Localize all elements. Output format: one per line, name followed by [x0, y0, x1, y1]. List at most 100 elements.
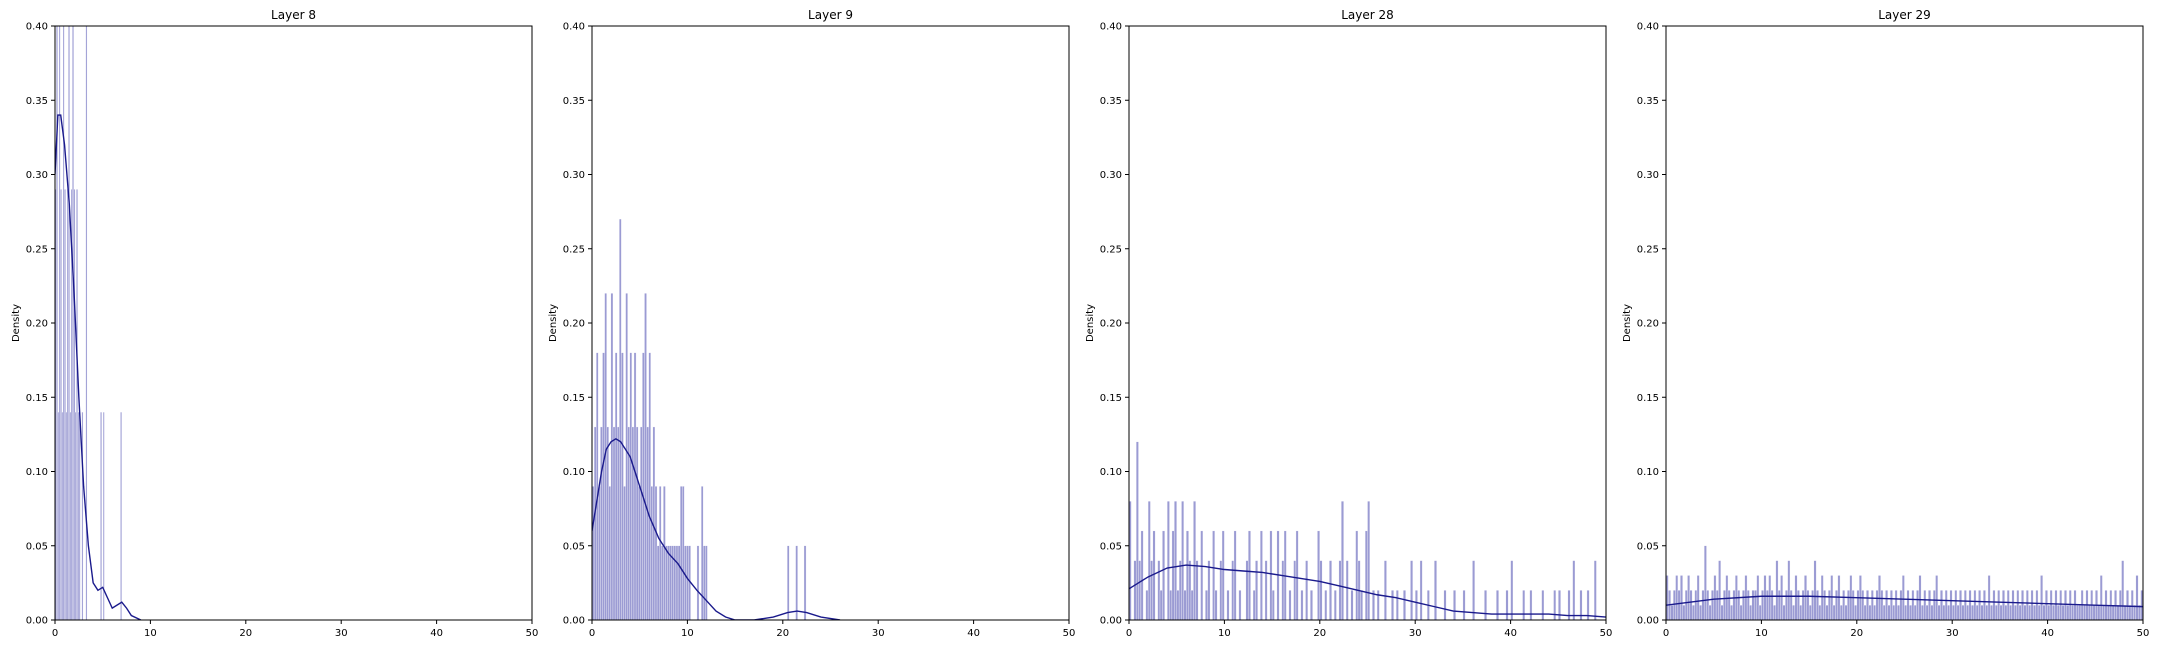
histogram-bar — [1522, 590, 1526, 620]
histogram-bar — [1987, 575, 1991, 620]
histogram-bar — [1295, 530, 1299, 620]
histogram-bar — [667, 545, 670, 620]
histogram-bar — [1916, 590, 1919, 620]
histogram-bar — [2037, 605, 2041, 620]
histogram-bar — [1780, 575, 1784, 620]
histogram-bar — [2116, 605, 2120, 620]
histogram-bar — [1913, 605, 1917, 620]
y-tick-label: 0.05 — [1637, 541, 1659, 552]
histogram-bar — [2123, 605, 2127, 620]
histogram-bar — [2078, 605, 2082, 620]
histogram-bar — [1818, 605, 1822, 620]
histogram-bar — [1952, 605, 1955, 620]
y-tick-label: 0.00 — [26, 616, 48, 627]
histogram-bar — [787, 545, 790, 620]
y-tick-label: 0.25 — [563, 244, 585, 255]
histogram-bar — [1825, 605, 1829, 620]
histogram-bar — [1391, 590, 1394, 620]
histogram-bar — [65, 411, 68, 620]
histogram-bar — [1684, 590, 1688, 620]
histogram-bar — [1992, 590, 1996, 620]
histogram-bar — [1980, 605, 1984, 620]
histogram-bar — [1384, 560, 1387, 620]
x-tick-label: 20 — [1313, 628, 1326, 639]
histogram-bar — [661, 545, 664, 620]
histogram-bar — [2135, 575, 2139, 620]
histogram-bar — [1754, 590, 1757, 620]
histogram-bar — [2059, 590, 2063, 620]
histogram-bar — [1985, 605, 1989, 620]
histogram-bar — [1178, 560, 1182, 620]
histogram-bar — [2099, 575, 2103, 620]
histogram-bar — [1345, 560, 1349, 620]
histogram-bar — [1737, 590, 1741, 620]
histogram-bar — [2018, 605, 2022, 620]
histogram-bars — [592, 218, 807, 620]
histogram-bar — [1839, 605, 1843, 620]
y-tick-label: 0.15 — [26, 393, 48, 404]
histogram-bar — [1766, 590, 1769, 620]
histogram-bar — [76, 189, 78, 620]
histogram-bar — [1942, 605, 1946, 620]
histogram-bar — [1453, 590, 1456, 620]
histogram-bar — [74, 411, 77, 620]
y-axis-label: Density — [1622, 304, 1633, 342]
chart-title: Layer 28 — [1341, 8, 1394, 22]
histogram-bar — [1673, 590, 1676, 620]
histogram-bar — [1882, 605, 1886, 620]
histogram-bar — [1971, 605, 1974, 620]
histogram-bar — [1207, 560, 1211, 620]
histogram-bar — [1823, 590, 1826, 620]
histogram-bar — [600, 426, 603, 620]
histogram-bar — [608, 486, 612, 620]
histogram-bar — [1350, 590, 1354, 620]
histogram-bar — [1704, 545, 1707, 620]
histogram-bar — [703, 545, 706, 620]
histogram-bar — [2047, 605, 2051, 620]
histogram-bar — [1293, 560, 1297, 620]
histogram-bar — [1150, 560, 1153, 620]
y-tick-label: 0.35 — [26, 96, 48, 107]
chart-title: Layer 29 — [1878, 8, 1931, 22]
histogram-bar — [1138, 560, 1142, 620]
histogram-bar — [1157, 560, 1161, 620]
x-tick-label: 50 — [1600, 628, 1613, 639]
histogram-bar — [60, 189, 62, 620]
histogram-bar — [1317, 530, 1320, 620]
histogram-bar — [2128, 605, 2132, 620]
histogram-bar — [2014, 605, 2017, 620]
histogram-bar — [2028, 605, 2032, 620]
histogram-bar — [1854, 605, 1857, 620]
histogram-bar — [1233, 530, 1237, 620]
histogram-bar — [2021, 590, 2024, 620]
histogram-bar — [61, 411, 64, 620]
chart-title: Layer 9 — [808, 8, 853, 22]
histogram-bar — [1868, 605, 1872, 620]
histogram-bar — [1749, 605, 1752, 620]
histogram-bar — [1758, 605, 1762, 620]
histogram-bar — [2071, 605, 2074, 620]
histogram-bar — [2133, 605, 2136, 620]
histogram-bar — [1925, 605, 1929, 620]
y-tick-label: 0.10 — [563, 467, 585, 478]
x-tick-label: 30 — [1946, 628, 1959, 639]
histogram-bar — [652, 426, 656, 620]
histogram-bar — [686, 545, 689, 620]
x-tick-label: 50 — [1063, 628, 1076, 639]
histogram-bar — [1692, 605, 1695, 620]
histogram-bar — [1355, 530, 1359, 620]
histogram-bar — [57, 411, 60, 620]
histogram-bar — [1739, 605, 1743, 620]
histogram-bar — [1505, 590, 1509, 620]
histogram-bar — [1794, 575, 1798, 620]
chart-panel-2: 0 10 20 30 40 50 0.00 0.05 0.10 0.15 0.20 0.25 0.30 0… — [1085, 8, 1612, 639]
y-tick-label: 0.20 — [26, 319, 48, 330]
histogram-bar — [1245, 560, 1249, 620]
histogram-bar — [2049, 590, 2053, 620]
chart-title: Layer 8 — [271, 8, 316, 22]
histogram-bar — [1238, 590, 1242, 620]
histogram-bar — [2035, 590, 2039, 620]
histogram-bar — [677, 545, 681, 620]
histogram-bar — [85, 26, 88, 620]
histogram-bar — [612, 426, 616, 620]
